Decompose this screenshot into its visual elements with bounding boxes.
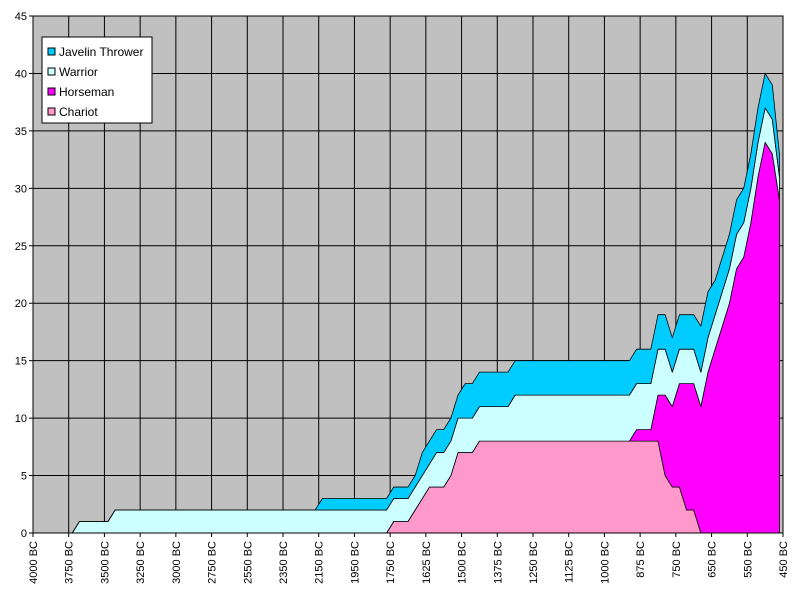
x-tick-label: 1750 BC (385, 541, 397, 584)
x-tick-label: 3000 BC (171, 541, 183, 584)
x-tick-label: 1375 BC (492, 541, 504, 584)
legend-label-warrior: Warrior (59, 65, 98, 79)
x-axis: 4000 BC 3750 BC 3500 BC 3250 BC 3000 BC 2750 … (28, 533, 790, 584)
legend-label-chariot: Chariot (59, 105, 98, 119)
y-tick-label: 5 (21, 471, 27, 483)
x-tick-label: 4000 BC (28, 541, 40, 584)
x-tick-label: 450 BC (778, 541, 790, 578)
x-tick-label: 2750 BC (207, 541, 219, 584)
x-tick-label: 1125 BC (564, 541, 576, 583)
x-tick-label: 1500 BC (457, 541, 469, 584)
legend-swatch-horseman (47, 87, 56, 96)
x-tick-label: 3750 BC (64, 541, 76, 584)
x-tick-label: 1625 BC (421, 541, 433, 584)
x-tick-label: 2550 BC (242, 541, 254, 584)
y-tick-label: 15 (15, 356, 27, 368)
legend-swatch-warrior (47, 67, 56, 76)
y-tick-label: 45 (15, 11, 27, 23)
legend-label-horseman: Horseman (59, 85, 114, 99)
y-tick-label: 0 (21, 528, 27, 540)
legend-swatch-chariot (47, 107, 56, 116)
x-tick-label: 2350 BC (278, 541, 290, 584)
x-tick-label: 875 BC (635, 541, 647, 578)
x-tick-label: 3250 BC (135, 541, 147, 584)
legend: Javelin Thrower Warrior Horseman Chariot (41, 36, 153, 124)
legend-swatch-javelin-thrower (47, 47, 56, 56)
y-tick-label: 35 (15, 126, 27, 138)
x-tick-label: 2150 BC (314, 541, 326, 584)
x-tick-label: 750 BC (671, 541, 683, 578)
series-area-javelin-thrower (36, 73, 780, 534)
y-tick-label: 10 (15, 413, 27, 425)
legend-label-javelin-thrower: Javelin Thrower (59, 45, 143, 59)
legend-box (41, 36, 153, 124)
y-tick-label: 20 (15, 298, 27, 310)
x-tick-label: 3500 BC (99, 541, 111, 584)
y-tick-label: 30 (15, 183, 27, 195)
x-tick-label: 550 BC (742, 541, 754, 578)
y-tick-label: 40 (15, 68, 27, 80)
y-tick-label: 25 (15, 241, 27, 253)
y-axis: 0 5 10 15 20 25 30 35 40 45 (15, 11, 33, 540)
x-tick-label: 650 BC (707, 541, 719, 578)
x-tick-label: 1250 BC (528, 541, 540, 584)
x-tick-label: 1950 BC (349, 541, 361, 584)
x-tick-label: 1000 BC (599, 541, 611, 584)
plot-border (32, 15, 784, 534)
